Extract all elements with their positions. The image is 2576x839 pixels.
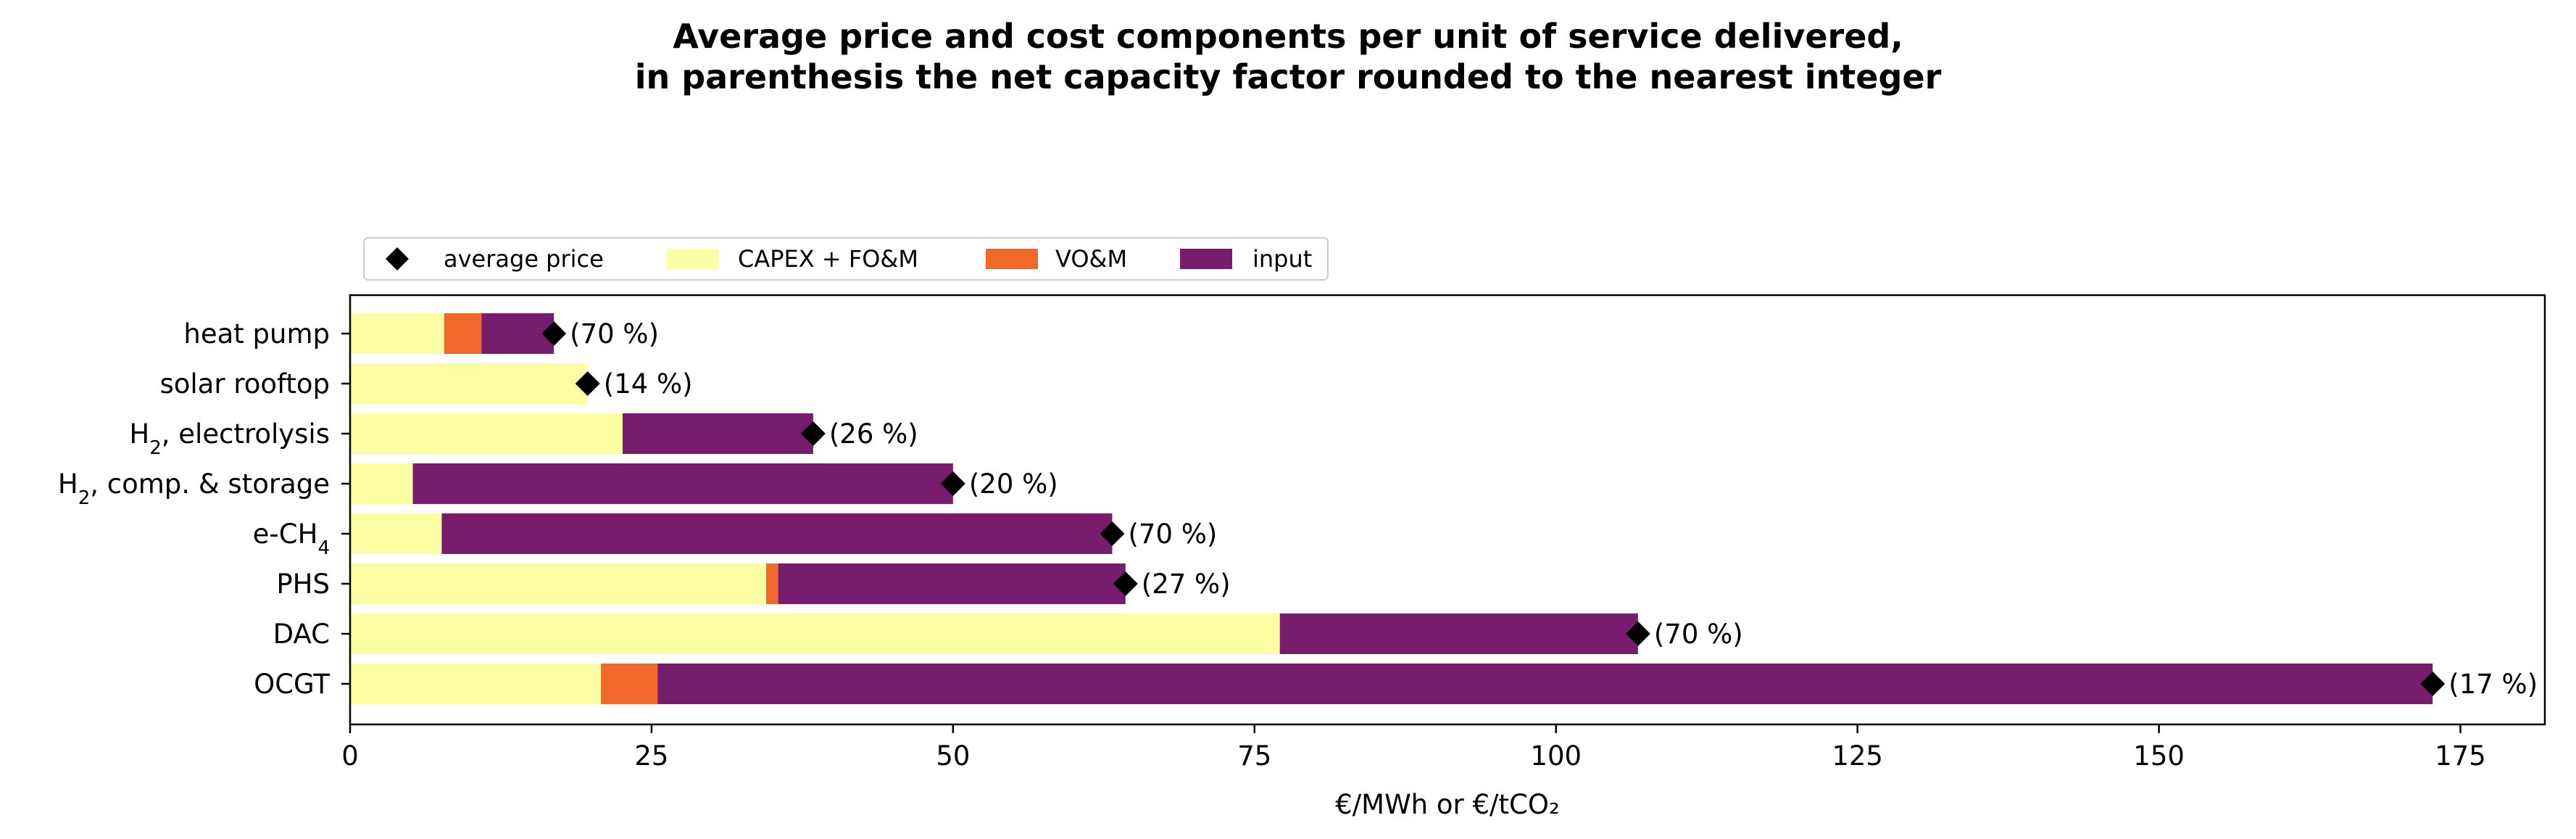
capacity-factor-labels: (70 %) (14 %) (26 %) (20 %) (70 %) (27 %) (70 … — [570, 318, 2538, 700]
bar-input-7 — [657, 664, 2433, 704]
y-tick-label-0: heat pump — [183, 318, 330, 350]
average-price-marker-4 — [1100, 521, 1125, 546]
y-tick-label-6: DAC — [273, 619, 330, 650]
average-price-marker-3 — [940, 471, 965, 496]
bar-capex-fo-m-4 — [350, 513, 442, 554]
capacity-factor-label-4: (70 %) — [1128, 518, 1217, 550]
bar-vo-m-5 — [765, 563, 778, 604]
average-price-marker-0 — [541, 321, 567, 346]
legend-swatch-2 — [1180, 249, 1232, 269]
capacity-factor-label-2: (26 %) — [829, 418, 918, 450]
average-price-marker-1 — [575, 371, 600, 396]
legend-label-0: CAPEX + FO&M — [738, 245, 918, 273]
y-tick-label-4: e-CH4 — [253, 518, 330, 559]
x-tick-label-5: 125 — [1832, 740, 1883, 772]
x-tick-label-2: 50 — [936, 740, 970, 772]
plot-frame — [349, 294, 2546, 726]
x-tick-label-4: 100 — [1530, 740, 1582, 772]
legend-frame — [363, 237, 1329, 281]
average-price-markers — [541, 321, 2446, 696]
y-axis: heat pump solar rooftop H2, electrolysis H2… — [58, 318, 350, 700]
chart-title-line-1: Average price and cost components per un… — [673, 17, 1903, 56]
bar-capex-fo-m-2 — [350, 413, 623, 454]
legend-label-1: VO&M — [1055, 245, 1127, 273]
bar-input-3 — [412, 463, 953, 504]
chart-title-line-2: in parenthesis the net capacity factor r… — [635, 57, 1942, 96]
x-tick-label-7: 175 — [2435, 740, 2486, 772]
bar-input-4 — [441, 513, 1113, 554]
bars — [350, 313, 2433, 704]
average-price-marker-2 — [800, 421, 826, 446]
capacity-factor-label-3: (20 %) — [969, 468, 1058, 500]
capacity-factor-label-6: (70 %) — [1654, 619, 1743, 650]
capacity-factor-label-7: (17 %) — [2448, 669, 2538, 700]
average-price-marker-6 — [1625, 621, 1650, 646]
bar-vo-m-7 — [601, 664, 658, 704]
bar-vo-m-0 — [444, 313, 482, 354]
y-tick-label-3: H2, comp. & storage — [58, 468, 330, 509]
legend-marker-average-price — [386, 247, 409, 270]
bar-capex-fo-m-1 — [350, 363, 588, 404]
average-price-marker-5 — [1113, 571, 1138, 596]
bar-input-6 — [1279, 613, 1638, 654]
bar-capex-fo-m-3 — [350, 463, 413, 504]
bar-capex-fo-m-0 — [350, 313, 444, 354]
bar-capex-fo-m-6 — [350, 613, 1280, 654]
x-tick-label-6: 150 — [2133, 740, 2185, 772]
x-tick-label-3: 75 — [1237, 740, 1271, 772]
x-tick-label-0: 0 — [341, 740, 359, 772]
legend-swatch-1 — [986, 249, 1038, 269]
y-tick-label-1: solar rooftop — [159, 368, 330, 400]
bar-capex-fo-m-7 — [350, 664, 602, 704]
y-tick-label-5: PHS — [276, 569, 330, 600]
legend-label-2: input — [1252, 245, 1312, 273]
legend: average price CAPEX + FO&M VO&M input — [363, 237, 1329, 281]
y-tick-label-2: H2, electrolysis — [129, 418, 330, 459]
x-axis-label: €/MWh or €/tCO₂ — [1335, 789, 1560, 820]
capacity-factor-label-0: (70 %) — [570, 318, 659, 350]
y-tick-label-7: OCGT — [254, 669, 330, 700]
x-tick-label-1: 25 — [634, 740, 668, 772]
bar-capex-fo-m-5 — [350, 563, 766, 604]
capacity-factor-label-5: (27 %) — [1142, 569, 1231, 600]
x-axis: 0 25 50 75 100 125 150 175 — [341, 724, 2486, 772]
bar-input-2 — [623, 413, 813, 454]
average-price-marker-7 — [2420, 671, 2446, 696]
legend-swatch-0 — [667, 249, 719, 269]
bar-input-5 — [778, 563, 1126, 604]
legend-label-average-price: average price — [444, 245, 604, 273]
capacity-factor-label-1: (14 %) — [604, 368, 693, 400]
